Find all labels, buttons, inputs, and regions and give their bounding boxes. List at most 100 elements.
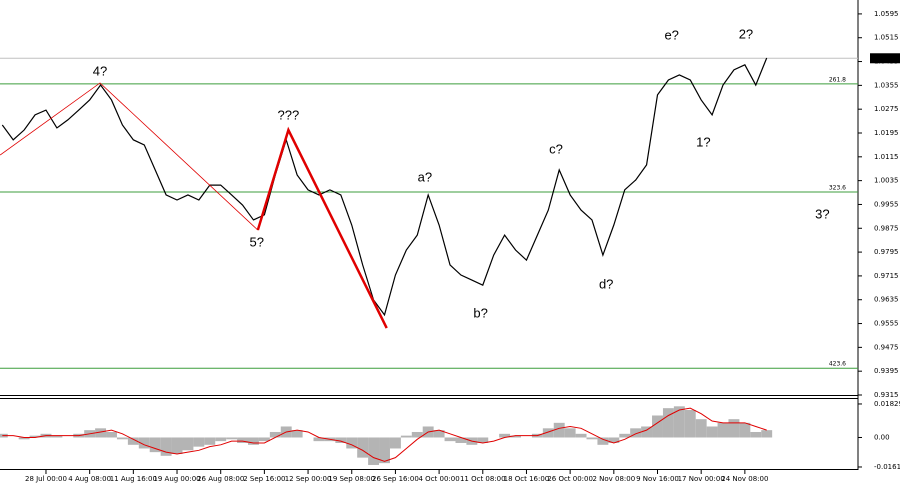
y-tick-label: 0.01829: [874, 400, 900, 408]
x-tick-label: 4 Oct 00:00: [419, 475, 460, 483]
current-price-box: [870, 53, 900, 64]
y-tick-label: 1.0595: [874, 10, 899, 18]
oscillator-bar: [193, 437, 205, 447]
oscillator-bar: [564, 428, 576, 438]
oscillator-bar: [433, 430, 445, 438]
y-tick-label: 0.9555: [874, 320, 899, 328]
x-tick-label: 19 Sep 08:00: [328, 475, 375, 483]
oscillator-bar: [106, 431, 117, 438]
oscillator-bar: [728, 419, 740, 438]
oscillator-bar: [149, 437, 161, 453]
x-tick-label: 28 Jul 00:00: [25, 475, 67, 483]
oscillator-bar: [411, 431, 423, 438]
current-price-label: 1.0446: [872, 54, 897, 62]
oscillator-bar: [226, 437, 238, 440]
oscillator-bar: [379, 437, 390, 464]
y-tick-label: 0.9395: [874, 367, 899, 375]
y-tick-label: 1.0195: [874, 129, 899, 137]
oscillator-bar: [444, 437, 456, 442]
x-tick-label: 4 Aug 08:00: [68, 475, 111, 483]
oscillator-bar: [269, 431, 281, 438]
x-tick-label: 11 Aug 16:00: [110, 475, 157, 483]
oscillator-bar: [608, 437, 620, 443]
oscillator-bar: [29, 435, 41, 438]
oscillator-bar: [160, 437, 172, 456]
signal-line: [2, 407, 767, 462]
oscillator-bar: [695, 419, 707, 438]
oscillator-bar: [357, 437, 369, 458]
x-tick-label: 18 Oct 16:00: [504, 475, 550, 483]
oscillator-bar: [18, 437, 30, 440]
wave-label: c?: [549, 141, 563, 156]
y-tick-label: 0.9875: [874, 224, 899, 232]
oscillator-bar: [171, 437, 183, 454]
y-tick-label: 0.9475: [874, 343, 899, 351]
x-tick-label: 2 Sep 16:00: [243, 475, 285, 483]
x-tick-label: 9 Nov 16:00: [636, 475, 679, 483]
wave-label: a?: [418, 169, 432, 184]
oscillator-bar: [215, 437, 227, 442]
oscillator-bar: [346, 437, 358, 449]
oscillator-bar: [335, 437, 347, 443]
oscillator-bar: [368, 437, 380, 465]
y-tick-label: 0.9635: [874, 296, 899, 304]
oscillator-bar: [116, 437, 128, 440]
oscillator-bar: [291, 430, 303, 438]
oscillator-bar: [258, 437, 270, 442]
oscillator-bar: [477, 437, 489, 443]
oscillator-bar: [641, 426, 653, 438]
x-tick-label: 26 Sep 16:00: [372, 475, 419, 483]
oscillator-bar: [706, 426, 718, 438]
oscillator-bar: [662, 408, 674, 438]
oscillator-bar: [51, 435, 63, 438]
y-tick-label: 1.0355: [874, 81, 899, 89]
oscillator-bar: [95, 428, 107, 438]
y-tick-label: 0.9795: [874, 248, 899, 256]
wave-label: 1?: [696, 134, 710, 149]
y-tick-label: 0.9955: [874, 200, 899, 208]
x-tick-label: 2 Nov 08:00: [592, 475, 635, 483]
oscillator-bar: [455, 437, 467, 443]
x-tick-label: 12 Sep 00:00: [285, 475, 332, 483]
x-tick-label: 19 Aug 00:00: [153, 475, 200, 483]
oscillator-bar: [542, 428, 554, 438]
oscillator-bar: [597, 437, 609, 445]
oscillator-bar: [248, 437, 259, 445]
wave-label: b?: [473, 305, 487, 320]
fibo-level-label: 261.8: [829, 76, 846, 83]
oscillator-bar: [127, 437, 139, 445]
x-tick-label: 17 Nov 00:00: [678, 475, 725, 483]
oscillator-bar: [553, 422, 565, 438]
wave-label: e?: [664, 27, 678, 42]
wave-label: ???: [278, 107, 300, 122]
wave-line: [256, 126, 388, 329]
oscillator-bar: [586, 437, 598, 440]
x-tick-label: 11 Oct 08:00: [460, 475, 506, 483]
oscillator-bar: [237, 437, 248, 443]
wave-label: 4?: [93, 63, 107, 78]
y-tick-label: 1.0275: [874, 105, 899, 113]
oscillator-bar: [510, 435, 521, 438]
wave-label: d?: [599, 277, 613, 292]
oscillator-bar: [313, 437, 325, 442]
oscillator-bar: [750, 431, 762, 438]
y-tick-label: 0.00: [874, 433, 890, 441]
y-tick-label: 1.0515: [874, 34, 899, 42]
oscillator-bar: [717, 422, 729, 438]
oscillator-bar: [761, 430, 773, 438]
oscillator-bar: [630, 428, 642, 438]
y-tick-label: 1.0115: [874, 153, 899, 161]
y-tick-label: 1.0035: [874, 177, 899, 185]
oscillator-bar: [575, 433, 587, 438]
oscillator-bar: [739, 422, 751, 438]
wave-label: 5?: [250, 234, 264, 249]
oscillator-bar: [619, 433, 631, 438]
price-line: [1, 57, 768, 317]
wave-line: [0, 82, 259, 231]
y-tick-label: 0.9315: [874, 391, 899, 399]
x-tick-label: 26 Aug 08:00: [197, 475, 244, 483]
wave-label: 3?: [815, 206, 829, 221]
oscillator-bar: [138, 437, 150, 449]
fibo-level-label: 323.6: [829, 184, 846, 191]
